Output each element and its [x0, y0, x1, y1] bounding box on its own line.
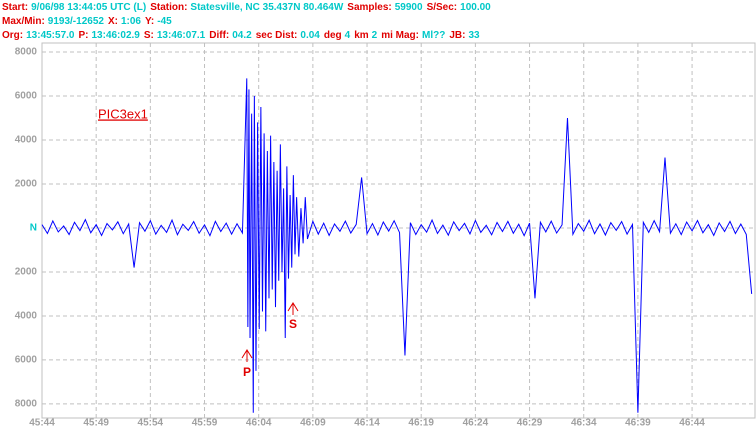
- y-tick-label: 6000: [15, 91, 38, 102]
- header-value: 13:45:57.0: [26, 30, 75, 41]
- header-label: P:: [78, 30, 88, 41]
- header-value: 13:46:07.1: [157, 30, 206, 41]
- header: Start: 9/06/98 13:44:05 UTC (L) Station: St…: [2, 2, 491, 41]
- y-tick-label: 6000: [15, 355, 38, 366]
- header-value: Statesville, NC 35.437N 80.464W: [190, 2, 343, 13]
- header-label: Start:: [2, 2, 28, 13]
- header-label: km: [354, 30, 369, 41]
- header-value: 100.00: [460, 2, 491, 13]
- header-line: Org: 13:45:57.0 P: 13:46:02.9 S: 13:46:07.1 Di…: [2, 30, 480, 41]
- header-value: 9193/-12652: [48, 16, 105, 27]
- annotation: S: [289, 317, 297, 331]
- s-arrow-head: [287, 302, 299, 312]
- header-value: 4: [345, 30, 351, 41]
- y-tick-label: 8000: [15, 47, 38, 58]
- header-value: -45: [157, 16, 172, 27]
- y-tick-label: 2000: [15, 267, 38, 278]
- x-tick-label: 46:34: [571, 418, 597, 429]
- header-label: Max/Min:: [2, 16, 45, 27]
- header-label: S:: [144, 30, 154, 41]
- header-value: Ml??: [422, 30, 445, 41]
- header-value: 59900: [395, 2, 423, 13]
- header-label: sec Dist:: [256, 30, 298, 41]
- x-tick-label: 46:09: [300, 418, 326, 429]
- x-tick-label: 46:14: [354, 418, 380, 429]
- x-tick-label: 46:24: [463, 418, 489, 429]
- header-value: 0.04: [300, 30, 320, 41]
- p-arrow-head: [241, 349, 253, 359]
- header-label: Samples:: [347, 2, 391, 13]
- x-tick-label: 46:19: [408, 418, 434, 429]
- x-tick-label: 45:44: [29, 418, 55, 429]
- header-line: Max/Min: 9193/-12652 X: 1:06 Y: -45: [2, 16, 172, 27]
- x-tick-label: 46:39: [625, 418, 651, 429]
- header-value: 1:06: [121, 16, 141, 27]
- plot-frame: [41, 42, 756, 419]
- y-tick-label: 8000: [15, 399, 38, 410]
- header-label: S/Sec:: [427, 2, 458, 13]
- header-label: JB:: [449, 30, 465, 41]
- y-tick-label: 4000: [15, 311, 38, 322]
- x-tick-label: 46:44: [679, 418, 705, 429]
- x-tick-label: 46:04: [246, 418, 272, 429]
- header-value: 33: [468, 30, 480, 41]
- plot: 8000 6000 4000 2000 N 2000 4000 6000 8000 45:44 45…: [15, 43, 756, 429]
- header-value: 2: [372, 30, 378, 41]
- annotation: PIC3ex1: [98, 106, 148, 121]
- x-tick-label: 45:54: [138, 418, 164, 429]
- header-label: Y:: [145, 16, 154, 27]
- x-tick-label: 45:49: [83, 418, 109, 429]
- header-line: Start: 9/06/98 13:44:05 UTC (L) Station: St…: [2, 2, 491, 13]
- y-tick-label: 4000: [15, 135, 38, 146]
- header-label: Diff:: [209, 30, 229, 41]
- y-tick-label: 2000: [15, 179, 38, 190]
- header-label: X:: [108, 16, 118, 27]
- x-tick-label: 46:29: [517, 418, 543, 429]
- header-value: 9/06/98 13:44:05 UTC (L): [31, 2, 146, 13]
- header-label: Station:: [150, 2, 187, 13]
- header-label: mi Mag:: [381, 30, 419, 41]
- x-tick-label: 45:59: [192, 418, 218, 429]
- trace: [41, 78, 753, 413]
- header-label: deg: [324, 30, 342, 41]
- header-value: 04.2: [232, 30, 252, 41]
- annotation: P: [243, 365, 251, 379]
- y-tick-label: N: [30, 223, 37, 234]
- header-value: 13:46:02.9: [91, 30, 140, 41]
- header-label: Org:: [2, 30, 23, 41]
